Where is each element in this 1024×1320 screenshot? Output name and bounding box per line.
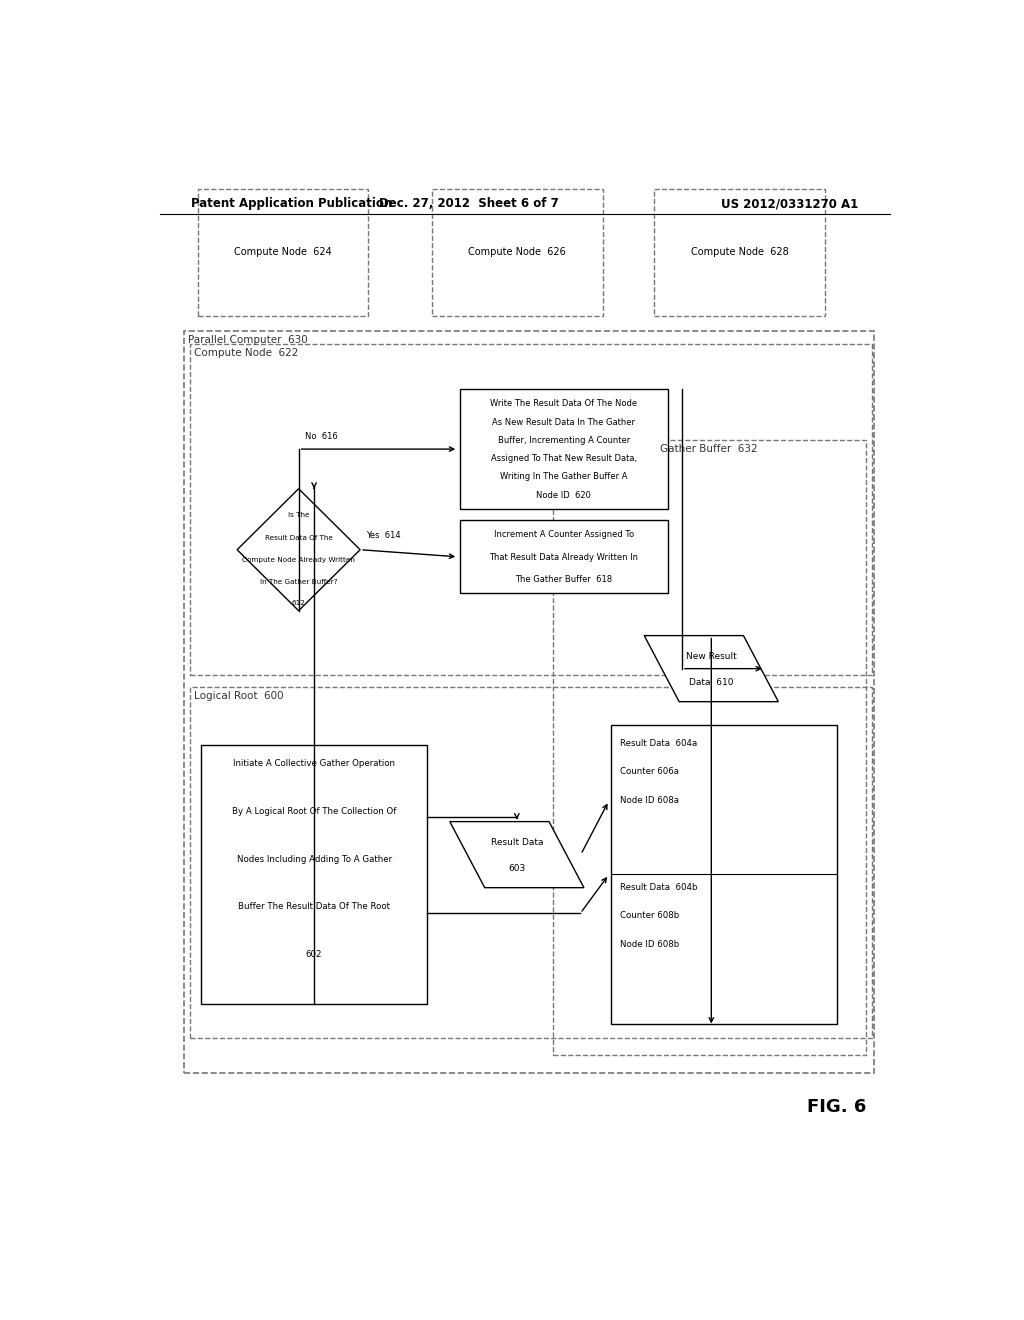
Text: Compute Node  626: Compute Node 626 <box>468 247 566 257</box>
Text: Compute Node Already Written: Compute Node Already Written <box>243 557 355 562</box>
Text: Increment A Counter Assigned To: Increment A Counter Assigned To <box>494 531 634 540</box>
Text: Node ID 608a: Node ID 608a <box>620 796 679 805</box>
Text: US 2012/0331270 A1: US 2012/0331270 A1 <box>721 197 858 210</box>
Bar <box>432 189 602 315</box>
Text: That Result Data Already Written In: That Result Data Already Written In <box>489 553 638 562</box>
Text: Yes  614: Yes 614 <box>367 531 401 540</box>
Text: Node ID 608b: Node ID 608b <box>620 940 679 949</box>
Bar <box>198 189 369 315</box>
Bar <box>189 686 872 1038</box>
Bar <box>189 345 872 675</box>
Text: Write The Result Data Of The Node: Write The Result Data Of The Node <box>490 399 637 408</box>
Bar <box>183 331 873 1073</box>
Text: The Gather Buffer  618: The Gather Buffer 618 <box>515 576 612 585</box>
Bar <box>553 440 866 1055</box>
Text: FIG. 6: FIG. 6 <box>807 1097 866 1115</box>
Text: Counter 606a: Counter 606a <box>620 767 679 776</box>
Text: Logical Root  600: Logical Root 600 <box>194 690 284 701</box>
Bar <box>201 744 427 1005</box>
Text: As New Result Data In The Gather: As New Result Data In The Gather <box>493 417 635 426</box>
Text: Node ID  620: Node ID 620 <box>537 491 591 500</box>
Polygon shape <box>450 821 584 887</box>
Text: By A Logical Root Of The Collection Of: By A Logical Root Of The Collection Of <box>231 807 396 816</box>
Text: Counter 608b: Counter 608b <box>620 911 679 920</box>
Text: New Result: New Result <box>686 652 736 661</box>
Text: Buffer The Result Data Of The Root: Buffer The Result Data Of The Root <box>239 903 390 911</box>
Polygon shape <box>238 488 360 611</box>
Text: Gather Buffer  632: Gather Buffer 632 <box>660 444 758 454</box>
Bar <box>460 520 668 594</box>
Text: Compute Node  624: Compute Node 624 <box>234 247 332 257</box>
Text: Compute Node  622: Compute Node 622 <box>194 348 298 359</box>
Text: Dec. 27, 2012  Sheet 6 of 7: Dec. 27, 2012 Sheet 6 of 7 <box>379 197 559 210</box>
Polygon shape <box>644 636 778 702</box>
Text: Is The: Is The <box>288 512 309 519</box>
Text: Assigned To That New Result Data,: Assigned To That New Result Data, <box>490 454 637 463</box>
Text: Nodes Including Adding To A Gather: Nodes Including Adding To A Gather <box>237 854 391 863</box>
Text: 602: 602 <box>306 950 323 960</box>
Text: Compute Node  628: Compute Node 628 <box>690 247 788 257</box>
Text: Result Data  604a: Result Data 604a <box>620 739 697 747</box>
Text: 612: 612 <box>292 599 305 606</box>
Text: No  616: No 616 <box>305 432 338 441</box>
Text: Result Data: Result Data <box>490 838 543 847</box>
Text: Data  610: Data 610 <box>689 678 733 688</box>
Text: Result Data  604b: Result Data 604b <box>620 883 697 891</box>
Text: Patent Application Publication: Patent Application Publication <box>191 197 393 210</box>
Text: Result Data Of The: Result Data Of The <box>264 535 333 540</box>
Text: Initiate A Collective Gather Operation: Initiate A Collective Gather Operation <box>233 759 395 768</box>
Text: Parallel Computer  630: Parallel Computer 630 <box>187 335 307 346</box>
Text: Buffer, Incrementing A Counter: Buffer, Incrementing A Counter <box>498 436 630 445</box>
Text: In The Gather Buffer?: In The Gather Buffer? <box>260 579 338 585</box>
Text: Writing In The Gather Buffer A: Writing In The Gather Buffer A <box>500 473 628 482</box>
Text: 603: 603 <box>508 865 525 874</box>
Bar <box>460 389 668 510</box>
Bar <box>654 189 824 315</box>
Bar <box>610 725 837 1024</box>
